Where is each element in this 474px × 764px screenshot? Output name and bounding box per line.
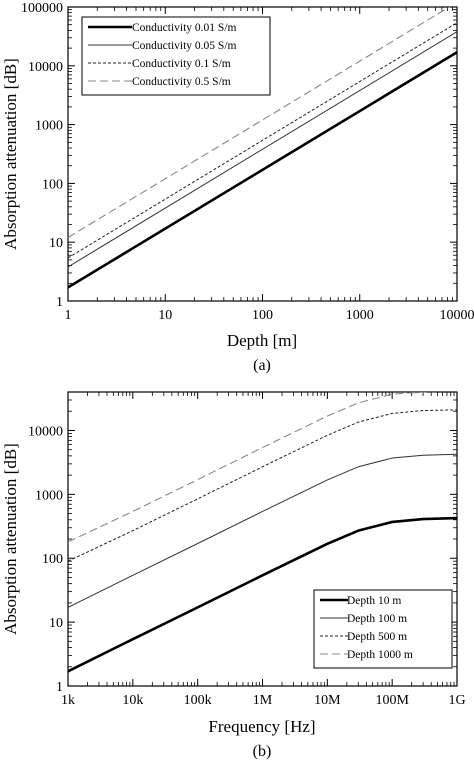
chart-b-caption: (b) — [253, 743, 272, 760]
x-tick-label: 10 — [158, 308, 172, 323]
series-line-3 — [68, 409, 457, 562]
series-line-3 — [68, 22, 457, 259]
chart-b-xlabel: Frequency [Hz] — [208, 717, 315, 736]
x-tick-label: 10k — [122, 693, 143, 708]
x-tick-label: 100 — [252, 308, 273, 323]
chart-a-tick-labels: 1 10 100 1000 10000 1 10 100 1000 10000 100000 — [21, 1, 474, 323]
y-tick-label: 1000 — [35, 488, 63, 503]
x-tick-label: 1000 — [346, 308, 374, 323]
chart-b-tick-labels: 1k 10k 100k 1M 10M 100M 1G 1 10 100 1000 10000 — [28, 424, 466, 708]
legend-label: Conductivity 0.5 S/m — [132, 76, 231, 88]
chart-a-legend-box — [81, 16, 271, 96]
chart-a-ylabel: Absorption attenuation [dB] — [1, 58, 20, 250]
series-line-2 — [68, 31, 457, 268]
chart-a-legend: Conductivity 0.01 S/m Conductivity 0.05 S… — [81, 16, 271, 96]
x-tick-label: 1G — [448, 693, 465, 708]
y-tick-label: 10 — [49, 616, 63, 631]
series-line-1 — [68, 516, 457, 673]
x-tick-label: 100k — [184, 693, 212, 708]
chart-b: 1k 10k 100k 1M 10M 100M 1G 1 10 100 1000 10000 Freq… — [1, 391, 466, 760]
chart-a-xlabel: Depth [m] — [227, 331, 297, 350]
y-tick-label: 100000 — [21, 1, 63, 16]
chart-a-series — [68, 7, 457, 289]
y-tick-label: 1 — [56, 295, 63, 310]
chart-b-legend: Depth 10 m Depth 100 m Depth 500 m Depth 10… — [313, 589, 453, 669]
chart-b-ylabel: Absorption attenuation [dB] — [1, 443, 20, 635]
y-tick-label: 100 — [42, 177, 63, 192]
chart-b-legend-entries: Depth 10 m Depth 100 m Depth 500 m Depth 10… — [320, 595, 413, 661]
legend-label: Conductivity 0.1 S/m — [132, 58, 231, 70]
legend-label: Depth 1000 m — [347, 649, 413, 661]
y-tick-label: 1000 — [35, 119, 63, 134]
y-tick-label: 10000 — [28, 60, 63, 75]
chart-b-legend-box — [313, 589, 453, 669]
series-line-2 — [68, 453, 457, 608]
chart-a-caption: (a) — [253, 357, 271, 374]
x-tick-label: 1k — [61, 693, 75, 708]
x-tick-label: 10M — [314, 693, 341, 708]
series-line-1 — [68, 51, 457, 289]
chart-b-ticks — [67, 391, 458, 687]
y-tick-label: 100 — [42, 552, 63, 567]
series-line-4 — [68, 392, 437, 543]
y-tick-label: 10 — [49, 236, 63, 251]
x-tick-label: 1 — [65, 308, 72, 323]
legend-label: Depth 10 m — [347, 595, 401, 607]
legend-label: Conductivity 0.05 S/m — [132, 40, 237, 52]
legend-label: Depth 500 m — [347, 631, 407, 643]
x-tick-label: 100M — [375, 693, 409, 708]
chart-a-ticks — [67, 6, 458, 302]
y-tick-label: 10000 — [28, 424, 63, 439]
y-tick-label: 1 — [56, 680, 63, 695]
legend-label: Depth 100 m — [347, 613, 407, 625]
chart-a-legend-entries: Conductivity 0.01 S/m Conductivity 0.05 S… — [88, 22, 237, 88]
x-tick-label: 10000 — [440, 308, 474, 323]
chart-b-series — [68, 392, 457, 673]
series-line-4 — [68, 7, 451, 239]
x-tick-label: 1M — [253, 693, 273, 708]
legend-label: Conductivity 0.01 S/m — [132, 22, 237, 34]
chart-a: 1 10 100 1000 10000 1 10 100 1000 10000 100000 Dep… — [1, 1, 474, 374]
